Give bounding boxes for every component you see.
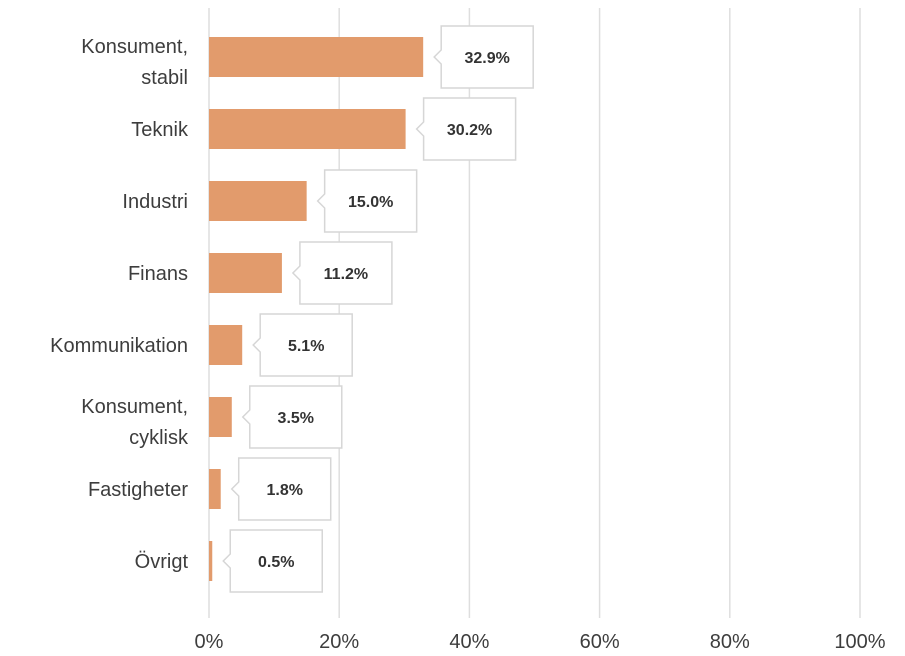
gridlines (208, 8, 861, 618)
value-label: 5.1% (288, 338, 324, 355)
value-label: 11.2% (324, 266, 368, 283)
bar (209, 397, 232, 437)
x-tick-label: 40% (449, 631, 489, 653)
bar (209, 469, 221, 509)
bar (209, 181, 307, 221)
category-label-line: Konsument, (81, 396, 188, 418)
x-tick-label: 60% (580, 631, 620, 653)
bar (209, 253, 282, 293)
x-tick-label: 80% (710, 631, 750, 653)
category-label: Konsument, stabil (81, 36, 188, 89)
value-callout (230, 457, 332, 521)
x-tick-label: 20% (319, 631, 359, 653)
value-label: 0.5% (258, 554, 294, 571)
category-label: Fastigheter (88, 479, 188, 501)
value-label: 32.9% (464, 50, 509, 67)
value-label: 15.0% (348, 194, 393, 211)
x-tick-labels: 0% 20% 40% 60% 80% 100% (195, 631, 886, 653)
category-label: Konsument, cyklisk (81, 396, 189, 449)
value-callouts: 32.9% 30.2% 15.0% 11.2% 5.1% 3.5% 1.8% 0.5% (222, 25, 534, 593)
x-tick-label: 100% (834, 631, 885, 653)
value-label: 1.8% (266, 482, 302, 499)
value-callout (222, 529, 324, 593)
x-tick-label: 0% (195, 631, 224, 653)
value-label: 3.5% (278, 410, 314, 427)
value-callout (241, 385, 343, 449)
bar (209, 541, 213, 581)
bar (209, 325, 243, 365)
bars (209, 37, 424, 581)
category-label: Teknik (131, 119, 189, 141)
category-label: Industri (122, 191, 188, 213)
category-labels: Konsument, stabil Teknik Industri Finans Komm… (50, 36, 189, 573)
category-label: Kommunikation (50, 335, 188, 357)
value-callout (291, 241, 393, 305)
category-label-line: Konsument, (81, 36, 188, 58)
bar (209, 109, 406, 149)
category-label: Övrigt (135, 551, 189, 573)
value-callout (433, 25, 534, 89)
value-callout (252, 313, 353, 377)
bar (209, 37, 424, 77)
value-callout (415, 97, 517, 161)
category-label: Finans (128, 263, 188, 285)
category-label-line: cyklisk (129, 427, 189, 449)
value-label: 30.2% (447, 122, 492, 139)
category-label-line: stabil (141, 67, 188, 89)
value-callout (316, 169, 418, 233)
